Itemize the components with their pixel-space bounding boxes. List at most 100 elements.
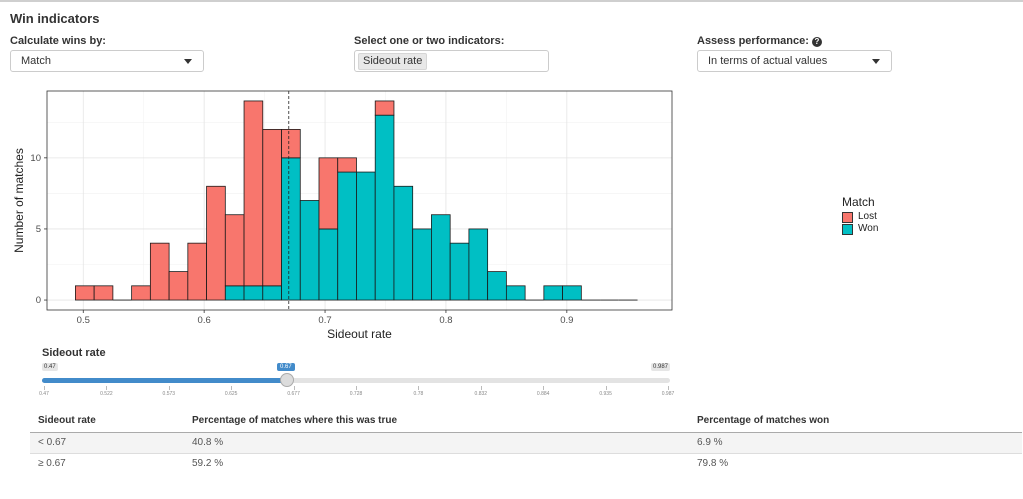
slider-grid-tick — [668, 386, 669, 390]
bar-won — [374, 114, 395, 301]
assess-select[interactable]: In terms of actual values — [697, 50, 892, 72]
table-cell: 79.8 % — [689, 452, 1022, 474]
bar-lost — [318, 157, 339, 230]
slider-grid-label: 0.47 — [39, 391, 49, 397]
calc-wins-select[interactable]: Match — [10, 50, 204, 72]
x-tick-label: 0.8 — [439, 315, 452, 326]
calc-wins-label: Calculate wins by: — [10, 35, 106, 47]
slider-handle[interactable] — [280, 373, 294, 387]
table-header-won: Percentage of matches won — [689, 410, 1022, 433]
page-title: Win indicators — [10, 11, 100, 26]
bar-lost — [149, 242, 170, 301]
legend-title: Match — [842, 195, 875, 209]
slider-max-label: 0.987 — [651, 363, 671, 371]
y-axis-label: Number of matches — [12, 148, 26, 253]
bar-lost — [262, 128, 282, 287]
bar-won — [431, 214, 451, 301]
bar-won — [337, 171, 357, 301]
bar-lost — [93, 285, 114, 301]
bar-won — [243, 285, 264, 301]
x-tick-label: 0.5 — [77, 315, 90, 326]
slider-min-label: 0.47 — [42, 363, 58, 371]
legend-swatch-lost — [842, 212, 853, 223]
bar-lost — [168, 271, 189, 301]
legend-swatch-won — [842, 224, 853, 235]
slider-grid-label: 0.935 — [599, 391, 612, 397]
slider-grid-tick — [480, 386, 482, 390]
table-header-true: Percentage of matches where this was tru… — [184, 410, 689, 433]
table-header-rate: Sideout rate — [30, 410, 184, 433]
y-tick-label: 5 — [36, 224, 41, 235]
slider-grid-label: 0.78 — [413, 391, 424, 397]
table-cell: 6.9 % — [689, 431, 1022, 453]
question-icon[interactable]: ? — [811, 37, 822, 47]
bar-won — [262, 285, 282, 301]
x-axis-label: Sideout rate — [327, 327, 392, 341]
indicator-label: Select one or two indicators: — [354, 35, 505, 47]
slider-fill — [42, 378, 287, 383]
bar-won — [562, 285, 582, 301]
table-cell: < 0.67 — [30, 431, 184, 453]
top-divider — [0, 0, 1023, 2]
calc-wins-value: Match — [21, 55, 51, 67]
table-row: < 0.67 40.8 % 6.9 % — [30, 431, 1022, 453]
slider-grid-tick — [418, 386, 420, 390]
bar-lost — [75, 285, 95, 301]
bar-won — [505, 285, 526, 301]
slider-track[interactable] — [42, 378, 670, 383]
table-header-row: Sideout rate Percentage of matches where… — [30, 410, 1022, 433]
assess-label: Assess performance:? — [697, 35, 822, 47]
bar-lost — [187, 242, 207, 301]
y-tick-label: 10 — [30, 153, 41, 164]
slider-grid-label: 0.573 — [162, 391, 176, 397]
x-tick-label: 0.7 — [318, 315, 331, 326]
slider-value-label: 0.67 — [277, 363, 295, 371]
results-table: Sideout rate Percentage of matches where… — [30, 410, 1022, 474]
histogram-chart: 0.5 0.6 0.7 0.8 0.9 0 5 10 Sideout rate Number of… — [12, 90, 673, 341]
slider-grid-label: 0.522 — [100, 391, 113, 397]
bar-won — [449, 242, 470, 301]
slider-grid-tick — [605, 386, 607, 390]
bar-won — [318, 228, 339, 301]
bar-won — [281, 157, 301, 301]
slider-grid-tick — [293, 386, 295, 390]
slider-label: Sideout rate — [42, 347, 106, 359]
indicator-select[interactable]: Sideout rate — [354, 50, 549, 72]
table-cell: 40.8 % — [184, 431, 689, 453]
table-cell: ≥ 0.67 — [30, 452, 184, 474]
bar-won — [356, 171, 376, 301]
bar-won — [487, 271, 507, 301]
slider-grid-label: 0.884 — [536, 391, 550, 397]
bar-lost — [281, 128, 301, 159]
plot-border — [46, 90, 673, 311]
slider-grid-label: 0.728 — [349, 391, 363, 397]
bar-lost — [243, 100, 264, 287]
chevron-down-icon — [872, 59, 880, 64]
bar-lost — [337, 157, 357, 173]
assess-value: In terms of actual values — [708, 55, 828, 67]
slider-grid-label: 0.677 — [287, 391, 300, 397]
slider-grid-label: 0.832 — [474, 391, 488, 397]
indicator-tag[interactable]: Sideout rate — [358, 53, 428, 70]
x-tick-label: 0.6 — [198, 315, 211, 326]
slider-grid-tick — [543, 386, 545, 390]
bar-won — [224, 285, 245, 301]
y-tick-label: 0 — [36, 295, 41, 306]
chevron-down-icon — [184, 59, 192, 64]
bar-won — [299, 200, 320, 301]
legend-label-lost: Lost — [858, 211, 877, 222]
slider-grid-tick — [168, 386, 170, 390]
legend-label-won: Won — [858, 223, 879, 234]
slider-grid-label: 0.625 — [224, 391, 238, 397]
assess-label-text: Assess performance: — [697, 35, 809, 47]
bar-lost — [224, 214, 245, 287]
slider-grid-tick — [106, 386, 108, 390]
table-cell: 59.2 % — [184, 452, 689, 474]
bar-lost — [374, 100, 395, 116]
bar-won — [393, 185, 414, 301]
bar-won — [412, 228, 432, 301]
slider-grid-tick — [44, 386, 45, 390]
x-tick-label: 0.9 — [560, 315, 573, 326]
bar-lost — [206, 185, 226, 301]
bar-won — [543, 285, 563, 301]
